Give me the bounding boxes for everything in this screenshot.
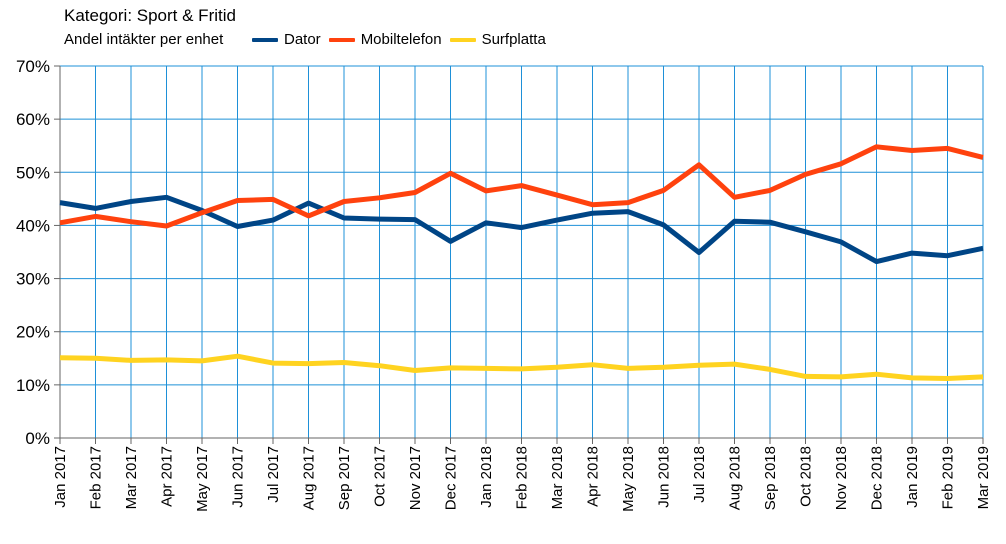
x-tick-label: Jun 2017 xyxy=(230,446,247,508)
x-tick-label: Sep 2018 xyxy=(762,446,779,510)
x-tick-label: Oct 2018 xyxy=(798,446,815,507)
x-tick-labels: Jan 2017 Feb 2017 Mar 2017 Apr 2017 May 2017… xyxy=(52,446,992,512)
x-tick-label: May 2018 xyxy=(620,446,637,512)
x-tick-label: Feb 2017 xyxy=(88,446,105,509)
chart-subtitle: Andel intäkter per enhet xyxy=(64,31,224,48)
x-tick-label: Apr 2018 xyxy=(585,446,602,507)
x-tick-label: Mar 2019 xyxy=(975,446,992,509)
legend-swatch-dator xyxy=(252,37,278,42)
y-tick-label: 40% xyxy=(16,216,50,235)
y-tick-label: 10% xyxy=(16,376,50,395)
legend-label-dator: Dator xyxy=(284,31,321,48)
x-tick-label: Aug 2017 xyxy=(301,446,318,510)
y-tick-labels: 0% 10% 20% 30% 40% 50% 60% 70% xyxy=(16,57,50,448)
y-tick-label: 70% xyxy=(16,57,50,76)
legend-swatch-surfplatta xyxy=(449,37,476,42)
x-tick-label: Jan 2018 xyxy=(478,446,495,508)
grid xyxy=(54,65,984,444)
x-tick-label: Nov 2017 xyxy=(407,446,424,510)
legend-item-mobiltelefon: Mobiltelefon xyxy=(328,31,442,48)
y-tick-label: 50% xyxy=(16,163,50,182)
series-line-dator xyxy=(59,194,984,265)
x-tick-label: Jul 2018 xyxy=(691,446,708,503)
x-tick-label: Jan 2017 xyxy=(52,446,69,508)
y-tick-label: 0% xyxy=(25,429,50,448)
x-tick-label: Dec 2018 xyxy=(869,446,886,510)
x-tick-label: Sep 2017 xyxy=(336,446,353,510)
legend-item-surfplatta: Surfplatta xyxy=(449,31,546,48)
x-tick-label: Jul 2017 xyxy=(265,446,282,503)
x-tick-label: Nov 2018 xyxy=(833,446,850,510)
x-tick-label: Dec 2017 xyxy=(443,446,460,510)
legend-label-surfplatta: Surfplatta xyxy=(481,31,546,48)
legend-swatch-mobiltelefon xyxy=(328,37,355,42)
legend-item-dator: Dator xyxy=(252,31,321,48)
x-tick-label: May 2017 xyxy=(194,446,211,512)
x-tick-label: Aug 2018 xyxy=(727,446,744,510)
x-tick-label: Feb 2019 xyxy=(940,446,957,509)
x-tick-label: Mar 2017 xyxy=(123,446,140,509)
series-line-surfplatta xyxy=(59,353,984,381)
y-tick-label: 60% xyxy=(16,110,50,129)
y-tick-label: 30% xyxy=(16,270,50,289)
x-tick-label: Apr 2017 xyxy=(159,446,176,507)
series-line-mobiltelefon xyxy=(59,144,984,229)
x-tick-label: Jan 2019 xyxy=(904,446,921,508)
chart-title: Kategori: Sport & Fritid xyxy=(64,6,236,25)
series-lines xyxy=(59,144,984,381)
x-tick-label: Feb 2018 xyxy=(514,446,531,509)
x-tick-label: Jun 2018 xyxy=(656,446,673,508)
legend: Dator Mobiltelefon Surfplatta xyxy=(252,31,554,48)
x-tick-label: Oct 2017 xyxy=(372,446,389,507)
x-tick-label: Mar 2018 xyxy=(549,446,566,509)
legend-label-mobiltelefon: Mobiltelefon xyxy=(360,31,442,48)
y-tick-label: 20% xyxy=(16,323,50,342)
